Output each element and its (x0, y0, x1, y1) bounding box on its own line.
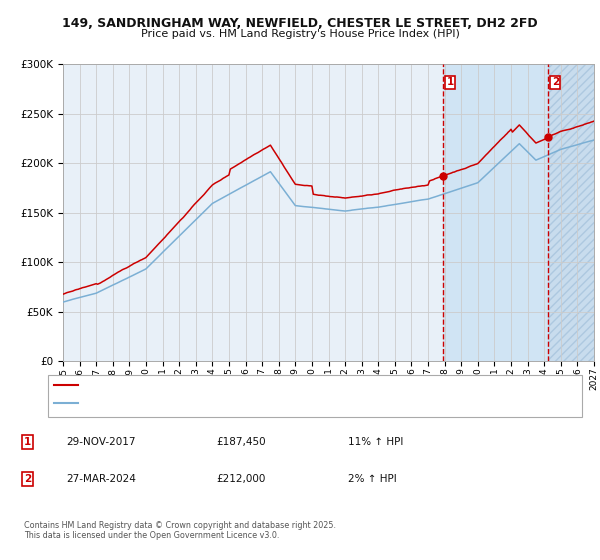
Text: Price paid vs. HM Land Registry's House Price Index (HPI): Price paid vs. HM Land Registry's House … (140, 29, 460, 39)
Text: £212,000: £212,000 (216, 474, 265, 484)
Text: £187,450: £187,450 (216, 437, 266, 447)
Text: 149, SANDRINGHAM WAY, NEWFIELD, CHESTER LE STREET, DH2 2FD: 149, SANDRINGHAM WAY, NEWFIELD, CHESTER … (62, 17, 538, 30)
Text: Contains HM Land Registry data © Crown copyright and database right 2025.
This d: Contains HM Land Registry data © Crown c… (24, 521, 336, 540)
Text: 29-NOV-2017: 29-NOV-2017 (66, 437, 136, 447)
Text: 27-MAR-2024: 27-MAR-2024 (66, 474, 136, 484)
Text: 2: 2 (551, 77, 559, 87)
Text: 149, SANDRINGHAM WAY, NEWFIELD, CHESTER LE STREET, DH2 2FD (detached house): 149, SANDRINGHAM WAY, NEWFIELD, CHESTER … (81, 381, 472, 390)
Bar (548, 64, 594, 361)
Text: HPI: Average price, detached house, County Durham: HPI: Average price, detached house, Coun… (81, 399, 320, 408)
Text: 2% ↑ HPI: 2% ↑ HPI (348, 474, 397, 484)
Text: 2: 2 (24, 474, 31, 484)
Text: 1: 1 (24, 437, 31, 447)
Text: 11% ↑ HPI: 11% ↑ HPI (348, 437, 403, 447)
Bar (443, 64, 548, 361)
Text: 1: 1 (446, 77, 454, 87)
